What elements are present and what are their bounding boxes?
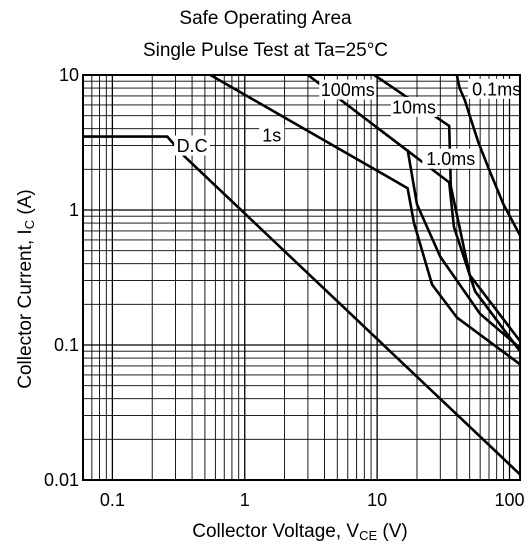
curve-d-c: [83, 135, 520, 476]
curve-label-bg-1-0ms: [422, 148, 480, 169]
curve-1-0ms: [406, 149, 520, 349]
y-axis-label-subscript: C: [22, 219, 37, 230]
tick-label-group: 0.1 1 10 100 0.01 0.1 1 10: [44, 65, 525, 510]
curve-label-10ms: 10ms: [392, 97, 436, 117]
y-axis-label-main: Collector Current, I: [15, 229, 36, 389]
curve-label-bg-0-1ms: [468, 78, 526, 99]
y-tick-label: 10: [59, 65, 79, 85]
y-axis-label: Collector Current, IC (A): [15, 139, 37, 439]
curve-0-1ms: [455, 75, 520, 236]
curve-label-bg-d-c: [174, 135, 210, 156]
x-tick-label: 100: [494, 490, 524, 510]
chart-subtitle: Single Pulse Test at Ta=25°C: [142, 40, 389, 61]
x-axis-label-main: Collector Voltage, V: [192, 521, 360, 542]
y-tick-label: 1: [69, 200, 79, 220]
curve-1s: [209, 75, 520, 366]
curve-label-bg-10ms: [390, 96, 438, 117]
curve-label-bg-100ms: [319, 79, 377, 100]
curve-group: [83, 75, 520, 476]
grid-lines: [83, 75, 520, 480]
x-tick-label: 1: [240, 490, 250, 510]
x-axis-label-unit: (V): [377, 521, 408, 542]
y-axis-label-unit: (A): [15, 189, 36, 220]
x-axis-label-subscript: CE: [359, 528, 378, 543]
curve-100ms: [307, 75, 520, 352]
chart-title: Safe Operating Area: [179, 8, 352, 29]
curve-label-1-0ms: 1.0ms: [426, 149, 475, 169]
y-tick-label: 0.01: [44, 470, 79, 490]
curve-label-group: D.C 1s 100ms 10ms 1.0ms 0.1ms: [174, 78, 526, 169]
x-tick-label: 0.1: [100, 490, 125, 510]
x-tick-label: 10: [367, 490, 387, 510]
y-tick-label: 0.1: [54, 335, 79, 355]
curve-label-100ms: 100ms: [321, 80, 375, 100]
curve-label-0-1ms: 0.1ms: [472, 79, 521, 99]
plot-frame: [82, 74, 521, 481]
curve-label-d-c: D.C: [177, 136, 208, 156]
x-axis-label: Collector Voltage, VCE (V): [0, 521, 531, 547]
curve-label-bg-1s: [259, 124, 285, 145]
curve-label-1s: 1s: [262, 125, 281, 145]
